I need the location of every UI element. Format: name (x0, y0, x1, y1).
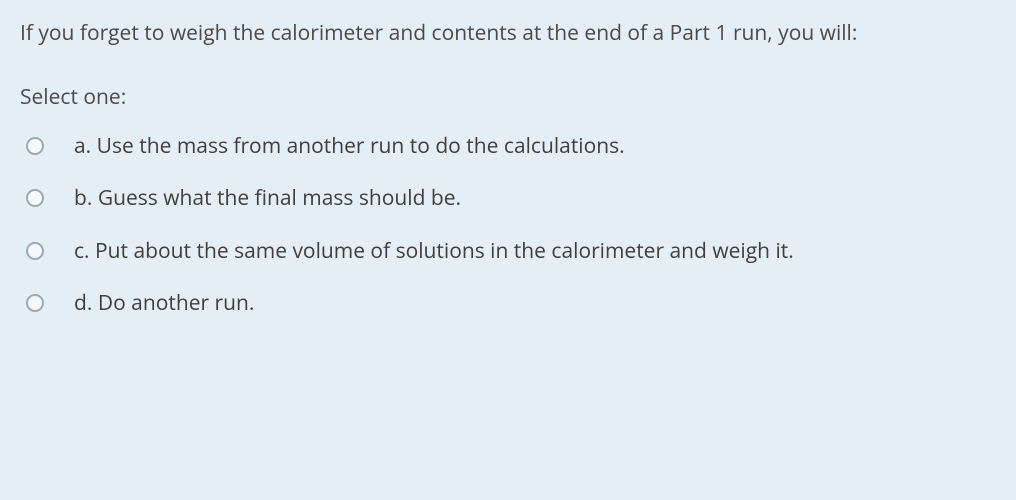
option-d[interactable]: d. Do another run. (26, 288, 996, 318)
radio-c[interactable] (26, 242, 44, 260)
radio-a[interactable] (26, 137, 44, 155)
radio-b[interactable] (26, 189, 44, 207)
option-c-label: Put about the same volume of solutions i… (95, 237, 794, 265)
option-c[interactable]: c. Put about the same volume of solution… (26, 236, 996, 266)
option-c-letter: c. (74, 237, 90, 265)
option-b-label: Guess what the final mass should be. (98, 184, 461, 212)
options-group: a. Use the mass from another run to do t… (20, 131, 996, 319)
option-a-letter: a. (74, 132, 91, 160)
option-d-label: Do another run. (98, 289, 255, 317)
option-d-letter: d. (74, 289, 92, 317)
select-one-prompt: Select one: (20, 82, 996, 112)
option-c-text: c. Put about the same volume of solution… (74, 236, 996, 266)
radio-d[interactable] (26, 294, 44, 312)
question-stem: If you forget to weigh the calorimeter a… (20, 18, 996, 48)
option-b-letter: b. (74, 184, 92, 212)
option-a-text: a. Use the mass from another run to do t… (74, 131, 996, 161)
option-a-label: Use the mass from another run to do the … (97, 132, 625, 160)
option-b[interactable]: b. Guess what the final mass should be. (26, 183, 996, 213)
option-b-text: b. Guess what the final mass should be. (74, 183, 996, 213)
option-d-text: d. Do another run. (74, 288, 996, 318)
option-a[interactable]: a. Use the mass from another run to do t… (26, 131, 996, 161)
